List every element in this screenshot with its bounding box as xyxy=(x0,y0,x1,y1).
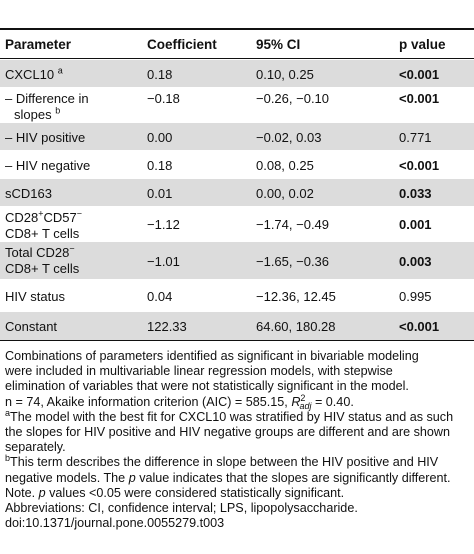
header-coefficient: Coefficient xyxy=(147,37,217,52)
row-p-value: 0.003 xyxy=(399,254,432,269)
note-methods-line1: Combinations of parameters identified as… xyxy=(5,349,419,363)
row-p-value: <0.001 xyxy=(399,67,440,82)
row-parameter: HIV status xyxy=(5,289,65,304)
header-p-value: p value xyxy=(399,37,446,52)
footnote-a-line2: the slopes for HIV positive and HIV nega… xyxy=(5,425,451,440)
header-parameter: Parameter xyxy=(5,37,72,52)
note-methods-line2: were included in multivariable linear re… xyxy=(5,364,393,379)
row-ci: 0.00, 0.02 xyxy=(256,186,314,201)
table-row: Constant 122.33 64.60, 180.28 <0.001 xyxy=(0,311,474,341)
row-parameter: CXCL10 xyxy=(5,67,55,82)
footnote-a-marker: a xyxy=(57,65,63,76)
row-parameter: Constant xyxy=(5,319,58,334)
footnote-b-line1: bThis term describes the difference in s… xyxy=(5,453,439,470)
table-row: HIV status 0.04 −12.36, 12.45 0.995 xyxy=(0,279,474,312)
row-ci: −12.36, 12.45 xyxy=(256,289,336,304)
row-ci: −0.02, 0.03 xyxy=(256,130,322,145)
row-parameter-line2: CD8+ T cells xyxy=(5,261,80,276)
table-row: – Difference in slopes b −0.18 −0.26, −0… xyxy=(0,87,474,123)
row-coefficient: −1.12 xyxy=(147,217,180,232)
table-header-row: Parameter Coefficient 95% CI p value xyxy=(0,31,474,59)
row-coefficient: 0.01 xyxy=(147,186,173,201)
header-ci: 95% CI xyxy=(256,37,301,52)
row-p-value: 0.995 xyxy=(399,289,432,304)
row-parameter: sCD163 xyxy=(5,186,52,201)
note-model-stats: n = 74, Akaike information criterion (AI… xyxy=(5,392,354,412)
row-ci: 0.08, 0.25 xyxy=(256,158,314,173)
note-abbreviations: Abbreviations: CI, confidence interval; … xyxy=(5,501,358,516)
row-coefficient: 0.04 xyxy=(147,289,173,304)
row-p-value: 0.771 xyxy=(399,130,432,145)
footnote-b-marker: b xyxy=(55,105,61,116)
row-p-value: <0.001 xyxy=(399,91,440,106)
row-coefficient: −0.18 xyxy=(147,91,180,106)
table-row: CXCL10 a 0.18 0.10, 0.25 <0.001 xyxy=(0,59,474,88)
table-footnotes: Combinations of parameters identified as… xyxy=(5,349,474,531)
table-header-rule xyxy=(0,58,474,59)
row-ci: −0.26, −0.10 xyxy=(256,91,330,106)
row-ci: −1.74, −0.49 xyxy=(256,217,330,232)
row-ci: 64.60, 180.28 xyxy=(256,319,336,334)
table-top-rule xyxy=(0,28,474,30)
table-row: – HIV positive 0.00 −0.02, 0.03 0.771 xyxy=(0,122,474,151)
table-row: sCD163 0.01 0.00, 0.02 0.033 xyxy=(0,178,474,207)
row-p-value: 0.001 xyxy=(399,217,432,232)
table-row: – HIV negative 0.18 0.08, 0.25 <0.001 xyxy=(0,150,474,179)
row-p-value: <0.001 xyxy=(399,158,440,173)
footnote-a-line1: aThe model with the best fit for CXCL10 … xyxy=(5,407,454,424)
row-coefficient: 0.18 xyxy=(147,67,173,82)
row-coefficient: 0.00 xyxy=(147,130,173,145)
row-parameter: – HIV negative xyxy=(5,158,91,173)
table-row: Total CD28− CD8+ T cells −1.01 −1.65, −0… xyxy=(0,241,474,280)
row-ci: 0.10, 0.25 xyxy=(256,67,314,82)
row-parameter: – HIV positive xyxy=(5,130,86,145)
row-parameter-line2: slopes xyxy=(14,107,52,122)
row-ci: −1.65, −0.36 xyxy=(256,254,330,269)
row-parameter: Total CD28− xyxy=(5,243,75,260)
row-coefficient: −1.01 xyxy=(147,254,180,269)
row-coefficient: 122.33 xyxy=(147,319,187,334)
row-parameter: – Difference in xyxy=(5,91,89,106)
table-bottom-rule xyxy=(0,340,474,341)
row-coefficient: 0.18 xyxy=(147,158,173,173)
row-p-value: 0.033 xyxy=(399,186,432,201)
footnote-a-line3: separately. xyxy=(5,440,66,455)
note-significance: Note. p values <0.05 were considered sta… xyxy=(5,485,345,500)
table-row: CD28+CD57− CD8+ T cells −1.12 −1.74, −0.… xyxy=(0,206,474,242)
note-doi: doi:10.1371/journal.pone.0055279.t003 xyxy=(5,516,225,531)
row-parameter: CD28+CD57− xyxy=(5,208,83,225)
row-parameter-line2: CD8+ T cells xyxy=(5,226,80,241)
note-methods-line3: elimination of variables that were not s… xyxy=(5,379,409,394)
row-p-value: <0.001 xyxy=(399,319,440,334)
footnote-b-line2: negative models. The p value indicates t… xyxy=(5,470,451,485)
